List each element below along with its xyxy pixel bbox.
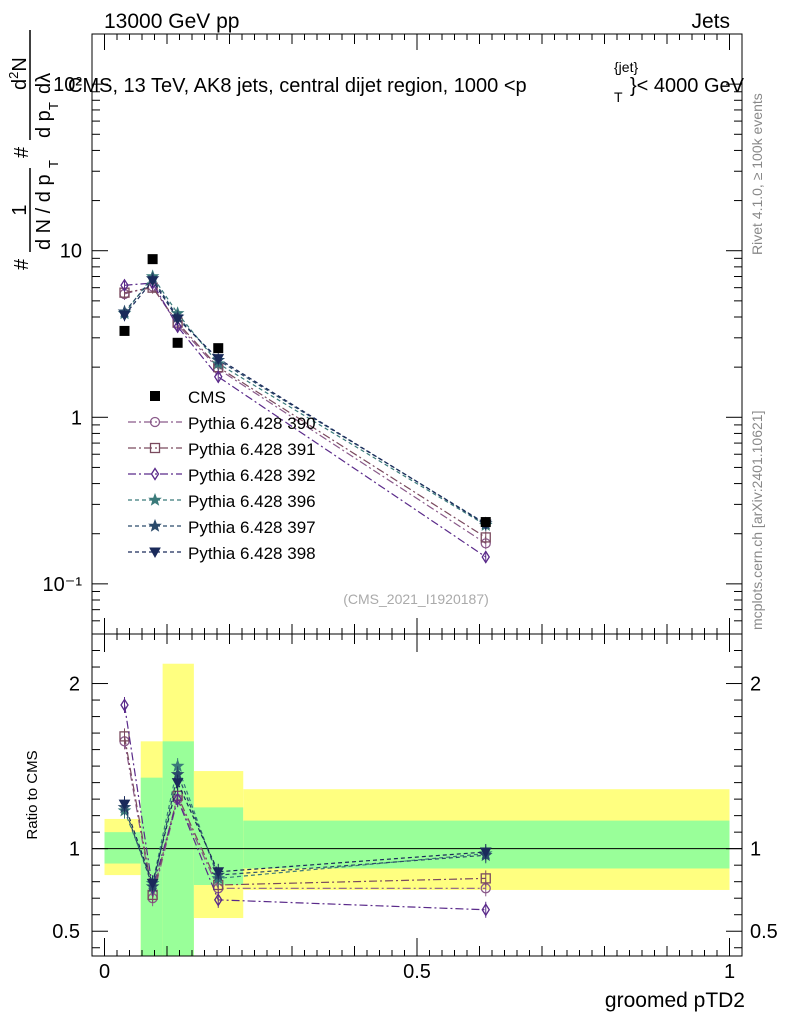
main-ytick-label: 1 bbox=[71, 407, 82, 429]
ratio-series-point bbox=[171, 778, 184, 789]
legend-label: Pythia 6.428 392 bbox=[188, 466, 316, 485]
plot-title-subscript: T bbox=[614, 89, 623, 105]
ratio-ytick-label-left: 0.5 bbox=[52, 921, 80, 943]
main-series-point bbox=[171, 314, 184, 325]
ratio-series-point bbox=[173, 792, 182, 806]
cms-data-point bbox=[147, 254, 158, 265]
rivet-label: Rivet 4.1.0, ≥ 100k events bbox=[749, 93, 765, 255]
legend-label-cms: CMS bbox=[188, 388, 226, 407]
cms-data-point bbox=[480, 517, 491, 528]
ratio-ytick-label-left: 2 bbox=[69, 674, 80, 696]
main-ytick-labels: 10⁻¹ 1 10 10² bbox=[43, 74, 83, 596]
ratio-series-point bbox=[146, 878, 159, 890]
analysis-id: (CMS_2021_I1920187) bbox=[343, 591, 489, 607]
main-ytick-label: 10⁻¹ bbox=[43, 574, 83, 596]
main-series-line-2 bbox=[124, 282, 487, 558]
main-series-point bbox=[118, 310, 131, 322]
plot-title-end: }< 4000 GeV bbox=[630, 75, 745, 97]
legend-marker bbox=[148, 492, 162, 506]
ylabel-frac2-den: d p bbox=[33, 110, 55, 138]
ratio-series-point bbox=[212, 867, 225, 878]
ratio-ytick-label-left: 1 bbox=[69, 839, 80, 861]
main-series-point bbox=[146, 276, 159, 287]
ratio-series-point bbox=[479, 847, 492, 858]
legend-marker bbox=[149, 547, 161, 559]
x-axis-label: groomed pTD2 bbox=[605, 989, 745, 1012]
main-series-point bbox=[481, 550, 491, 564]
main-series bbox=[117, 254, 493, 564]
plot-title: CMS, 13 TeV, AK8 jets, central dijet reg… bbox=[68, 75, 527, 97]
mcplots-label: mcplots.cern.ch [arXiv:2401.10621] bbox=[749, 411, 765, 630]
ratio-ytick-label-right: 2 bbox=[750, 674, 761, 696]
ratio-series-line-5 bbox=[123, 780, 486, 886]
energy-label: 13000 GeV pp bbox=[104, 10, 239, 33]
ratio-axis-ticks bbox=[92, 633, 742, 956]
ylabel-frac2-num: d2N bbox=[6, 57, 31, 90]
ratio-series-point bbox=[119, 731, 130, 742]
ratio-ytick-label-right: 1 bbox=[750, 839, 761, 861]
legend: CMS Pythia 6.428 390 Pythia 6.428 391 Pythi… bbox=[128, 388, 316, 563]
main-series-point bbox=[213, 370, 223, 384]
ylabel-frac2-den-sub: T bbox=[46, 102, 61, 110]
main-ytick-label: 10² bbox=[53, 74, 82, 96]
main-series-point bbox=[480, 532, 491, 543]
cms-data-point bbox=[119, 325, 130, 336]
ylabel-frac1-den-sub: T bbox=[46, 160, 61, 168]
legend-label: Pythia 6.428 390 bbox=[188, 414, 316, 433]
xtick-label: 1 bbox=[724, 961, 735, 983]
ratio-series-point bbox=[213, 893, 223, 907]
ratio-ylabel: Ratio to CMS bbox=[24, 750, 41, 839]
legend-marker bbox=[149, 442, 161, 454]
ylabel-frac1-den: d N / d p bbox=[33, 174, 55, 250]
ratio-series-point bbox=[481, 903, 491, 917]
main-axis-ticks bbox=[92, 33, 742, 635]
xtick-label: 0.5 bbox=[403, 961, 431, 983]
ratio-uncertainty-bands bbox=[104, 663, 730, 956]
legend-marker bbox=[150, 467, 160, 481]
main-series-point bbox=[173, 319, 182, 334]
ratio-band-green bbox=[243, 820, 730, 869]
cms-data-point bbox=[172, 337, 183, 348]
ylabel-frac1-num: 1 bbox=[9, 204, 31, 215]
main-series-point bbox=[212, 354, 225, 365]
legend-label: Pythia 6.428 397 bbox=[188, 518, 316, 537]
legend-label: Pythia 6.428 398 bbox=[188, 544, 316, 563]
cms-data-point bbox=[213, 343, 224, 354]
ratio-series-point bbox=[120, 698, 129, 712]
ratio-series-point bbox=[118, 799, 131, 811]
legend-label: Pythia 6.428 391 bbox=[188, 440, 316, 459]
ratio-ytick-labels: 0.5 0.5 1 1 2 2 bbox=[52, 674, 778, 944]
main-ylabel: # 1 d N / d p T # d2N d p T dλ bbox=[6, 30, 61, 270]
ratio-band-green bbox=[140, 777, 163, 956]
plot-title-superscript: {jet} bbox=[614, 59, 638, 75]
main-series-line-5 bbox=[124, 279, 487, 525]
xtick-label: 0 bbox=[99, 961, 110, 983]
ratio-series bbox=[117, 697, 493, 918]
process-label: Jets bbox=[691, 10, 730, 33]
ratio-ytick-label-right: 0.5 bbox=[750, 921, 778, 943]
main-ytick-label: 10 bbox=[60, 241, 82, 263]
xtick-labels: 0 0.5 1 bbox=[99, 961, 735, 983]
legend-marker-cms bbox=[150, 391, 160, 401]
main-series-line-4 bbox=[124, 277, 487, 525]
ylabel-frac2-den-end: dλ bbox=[33, 73, 55, 94]
main-series-point bbox=[120, 278, 129, 293]
ylabel-hash2: # bbox=[11, 146, 33, 158]
ratio-series-point bbox=[480, 873, 491, 884]
legend-marker bbox=[149, 416, 161, 428]
legend-marker bbox=[148, 518, 162, 532]
legend-label: Pythia 6.428 396 bbox=[188, 492, 316, 511]
ylabel-hash1: # bbox=[11, 258, 33, 270]
